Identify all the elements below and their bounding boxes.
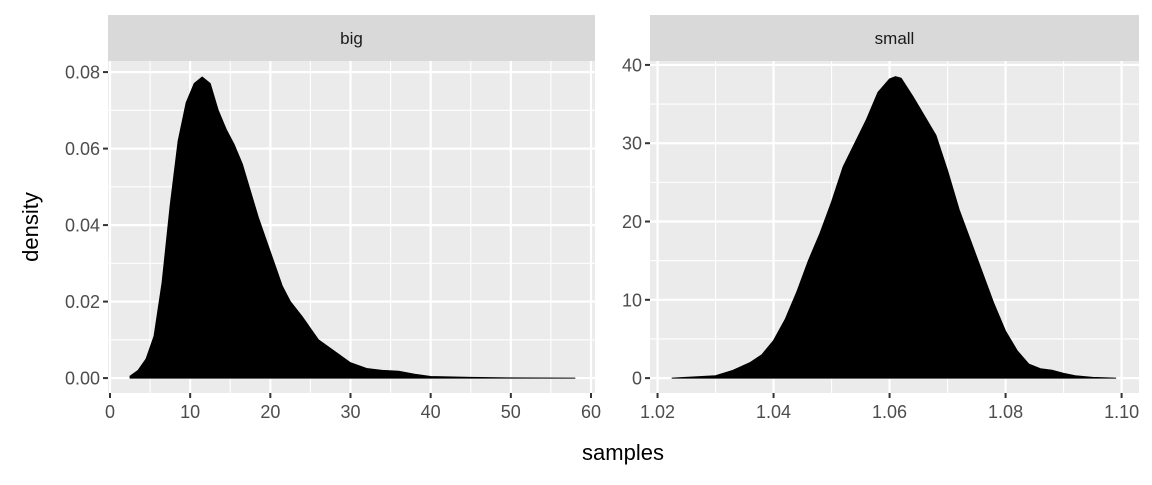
y-tick-label: 0 [632, 369, 642, 389]
x-tick-label: 60 [581, 402, 601, 422]
facet-strip [650, 15, 1139, 61]
y-tick-label: 0.02 [65, 292, 100, 312]
x-tick-label: 50 [501, 402, 521, 422]
x-tick-label: 0 [105, 402, 115, 422]
x-tick-label: 1.06 [872, 402, 907, 422]
y-tick-label: 0.00 [65, 369, 100, 389]
y-axis-title: density [18, 192, 43, 262]
y-tick-label: 30 [622, 134, 642, 154]
x-tick-label: 40 [421, 402, 441, 422]
density-area [129, 76, 576, 379]
x-tick-label: 10 [180, 402, 200, 422]
facet-panel-small: small 0 10 20 30 40 1.02 1.04 1.06 1.08 1.10 [622, 15, 1139, 422]
y-tick-label: 40 [622, 55, 642, 75]
facet-strip-label: small [875, 29, 915, 48]
facet-panel-big: big 0.00 0.02 0.04 0.06 0.08 0 10 20 30 40 50 60 [65, 15, 601, 422]
x-tick-label: 1.04 [756, 402, 791, 422]
y-tick-label: 10 [622, 290, 642, 310]
x-tick-label: 1.10 [1104, 402, 1139, 422]
y-tick-label: 0.04 [65, 216, 100, 236]
x-tick-label: 1.08 [988, 402, 1023, 422]
y-tick-label: 0.08 [65, 63, 100, 83]
facet-strip [108, 15, 595, 61]
x-tick-label: 20 [260, 402, 280, 422]
density-area [671, 76, 1117, 379]
x-tick-label: 1.02 [640, 402, 675, 422]
y-tick-label: 0.06 [65, 139, 100, 159]
facet-strip-label: big [340, 29, 363, 48]
x-axis-title: samples [582, 440, 664, 465]
y-tick-label: 20 [622, 212, 642, 232]
x-tick-label: 30 [340, 402, 360, 422]
